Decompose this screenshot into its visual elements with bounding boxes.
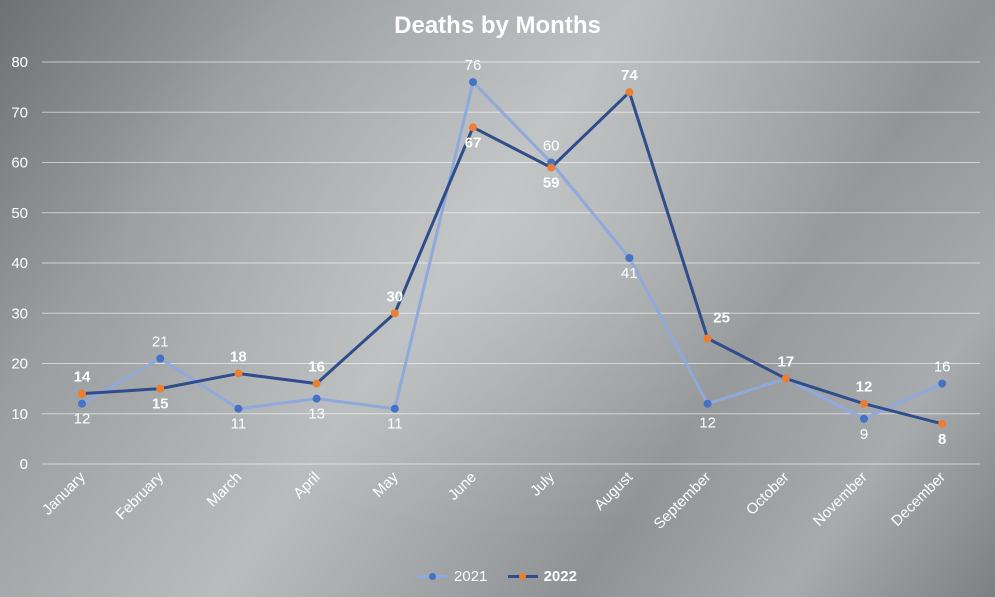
marker-2021	[156, 354, 165, 363]
x-tick-label: May	[370, 468, 402, 500]
data-label-2021: 17	[777, 354, 794, 371]
y-tick-label: 60	[11, 155, 28, 172]
series-lines	[81, 80, 943, 426]
data-label-2022: 25	[713, 309, 730, 326]
data-label-2021: 13	[308, 406, 325, 423]
legend-label-2021: 2021	[454, 568, 488, 585]
data-label-2021: 11	[231, 416, 247, 433]
data-labels: 12 21 11 13 11 76 60 41 12 17 9 16 14 15 18 16 30 67 59 74 2…	[74, 57, 951, 448]
data-label-2022: 18	[230, 349, 247, 366]
marker-2022	[469, 123, 477, 132]
x-tick-label: July	[527, 468, 558, 499]
marker-2022	[781, 374, 790, 383]
data-label-2021: 76	[465, 57, 482, 74]
data-label-2021: 11	[387, 416, 403, 433]
x-tick-label: August	[591, 468, 637, 514]
marker-2021	[312, 394, 321, 403]
series-markers	[78, 78, 947, 428]
y-tick-label: 40	[11, 255, 28, 272]
series-line-2021	[81, 80, 943, 421]
y-tick-label: 0	[20, 456, 28, 473]
series-line-2022	[81, 90, 943, 426]
data-label-2021: 12	[74, 411, 91, 428]
marker-2022	[78, 389, 86, 398]
marker-2021	[938, 379, 947, 388]
x-tick-label: November	[810, 469, 871, 530]
x-tick-label: April	[290, 469, 323, 502]
y-tick-label: 50	[11, 205, 28, 222]
x-tick-label: December	[888, 469, 949, 530]
y-tick-label: 80	[11, 54, 28, 71]
data-label-2021: 12	[699, 415, 716, 432]
x-tick-label: February	[113, 468, 168, 523]
legend: 2021 2022	[0, 565, 995, 585]
data-label-2022: 15	[152, 396, 169, 413]
x-tick-label: March	[204, 469, 245, 510]
legend-label-2022: 2022	[543, 568, 577, 585]
data-label-2022: 14	[74, 369, 91, 386]
data-label-2022: 59	[543, 175, 560, 192]
marker-2021	[469, 78, 477, 87]
x-axis-ticks: January February March April May June July Augu…	[39, 468, 949, 532]
data-label-2022: 12	[856, 379, 873, 396]
data-label-2021: 60	[543, 138, 560, 155]
data-label-2022: 8	[938, 431, 946, 448]
data-label-2021: 21	[152, 333, 169, 350]
chart-title: Deaths by Months	[394, 12, 601, 39]
marker-2021	[625, 253, 634, 262]
legend-item-2022: 2022	[507, 568, 577, 585]
marker-2022	[234, 369, 243, 378]
marker-2021	[234, 404, 243, 413]
marker-2022	[703, 334, 712, 343]
marker-2022	[390, 309, 399, 318]
marker-2021	[860, 414, 868, 423]
data-label-2022: 16	[308, 359, 325, 376]
y-tick-label: 20	[11, 356, 28, 373]
y-tick-label: 30	[11, 305, 28, 322]
x-tick-label: January	[39, 468, 89, 518]
x-tick-label: October	[743, 469, 793, 519]
legend-swatch-2022	[507, 573, 538, 580]
x-tick-label: June	[445, 469, 480, 504]
y-axis-ticks: 0 10 20 30 40 50 60 70 80	[11, 54, 28, 473]
data-label-2022: 17	[777, 354, 794, 371]
marker-2021	[703, 399, 712, 408]
x-tick-label: September	[651, 469, 715, 533]
marker-2021	[78, 399, 86, 408]
y-tick-label: 10	[11, 406, 28, 423]
marker-2022	[312, 379, 321, 388]
data-label-2022: 74	[621, 67, 638, 84]
data-label-2021: 9	[860, 426, 868, 443]
marker-2022	[625, 88, 634, 97]
data-label-2022: 30	[386, 288, 403, 305]
grid-lines	[42, 61, 980, 465]
data-label-2022: 67	[465, 134, 482, 151]
data-label-2021: 41	[621, 265, 638, 282]
legend-item-2021: 2021	[418, 568, 487, 585]
marker-2022	[938, 419, 947, 428]
marker-2021	[390, 404, 399, 413]
marker-2022	[860, 399, 868, 408]
marker-2022	[547, 163, 556, 172]
data-label-2021: 16	[934, 359, 951, 376]
legend-swatch-2021	[418, 573, 449, 580]
y-tick-label: 70	[11, 104, 28, 121]
marker-2022	[156, 384, 165, 393]
